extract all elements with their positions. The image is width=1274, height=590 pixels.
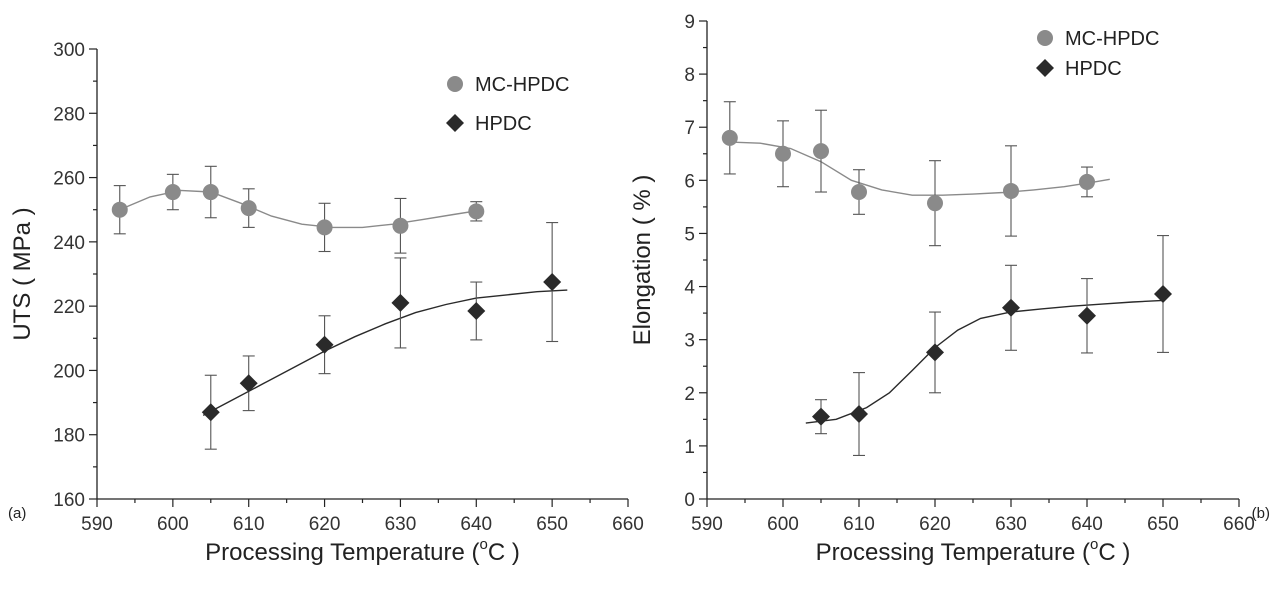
mc-hpdc-point bbox=[316, 219, 333, 236]
mc-hpdc-point bbox=[775, 145, 791, 162]
y-tick-label: 240 bbox=[53, 233, 85, 254]
x-tick-label: 640 bbox=[1071, 514, 1103, 535]
y-tick-label: 2 bbox=[684, 384, 695, 405]
x-tick-label: 630 bbox=[995, 514, 1027, 535]
x-tick-label: 620 bbox=[309, 514, 341, 535]
hpdc-point bbox=[850, 405, 868, 424]
mc-hpdc-point bbox=[927, 195, 943, 212]
legend-mc-hpdc-marker bbox=[447, 76, 463, 92]
legend-hpdc-label: HPDC bbox=[475, 113, 532, 135]
legend-hpdc-label: HPDC bbox=[1065, 58, 1122, 80]
x-tick-label: 590 bbox=[81, 514, 113, 535]
x-tick-label: 600 bbox=[767, 514, 799, 535]
y-tick-label: 5 bbox=[684, 224, 695, 245]
y-tick-label: 220 bbox=[53, 297, 85, 318]
x-tick-label: 590 bbox=[691, 514, 723, 535]
x-axis-title: Processing Temperature (oC ) bbox=[205, 536, 520, 566]
mc-hpdc-point bbox=[1003, 182, 1019, 199]
legend-mc-hpdc-marker bbox=[1037, 30, 1053, 46]
x-axis-title-part: Processing Temperature ( bbox=[816, 539, 1090, 566]
hpdc-point bbox=[543, 273, 562, 292]
mc-hpdc-point bbox=[468, 203, 485, 220]
hpdc-point bbox=[315, 335, 334, 354]
y-tick-label: 280 bbox=[53, 104, 85, 125]
mc-hpdc-point bbox=[721, 129, 738, 146]
uts-chart-panel: 160 180 200 220 240 260 280 300 590 600 610 620 630 6… bbox=[8, 40, 644, 566]
y-tick-label: 180 bbox=[53, 426, 85, 447]
mc-hpdc-point bbox=[240, 200, 257, 217]
panel-label: (b) bbox=[1252, 505, 1270, 522]
hpdc-point bbox=[201, 403, 220, 422]
x-axis-title-part: C ) bbox=[1098, 539, 1130, 566]
x-tick-label: 620 bbox=[919, 514, 951, 535]
y-tick-label: 4 bbox=[684, 278, 695, 299]
elongation-chart-panel: 0 1 2 3 4 5 6 7 8 9 590 600 610 620 630 640 650 660 Proces… bbox=[629, 12, 1270, 566]
x-tick-label: 650 bbox=[1147, 514, 1179, 535]
x-axis-title-superscript: o bbox=[480, 536, 488, 553]
legend-hpdc-marker bbox=[446, 114, 464, 132]
x-tick-label: 610 bbox=[233, 514, 265, 535]
mc-hpdc-point bbox=[851, 184, 867, 201]
y-tick-label: 9 bbox=[684, 12, 695, 33]
y-tick-label: 7 bbox=[684, 118, 695, 139]
x-axis-title-superscript: o bbox=[1090, 536, 1098, 553]
mc-hpdc-point bbox=[813, 143, 829, 160]
y-tick-label: 300 bbox=[53, 40, 85, 61]
hpdc-fit-curve bbox=[805, 299, 1164, 424]
x-axis-title-part: Processing Temperature ( bbox=[205, 539, 479, 566]
mc-hpdc-point bbox=[111, 201, 128, 218]
hpdc-point bbox=[391, 293, 410, 312]
x-tick-label: 600 bbox=[157, 514, 189, 535]
y-tick-label: 160 bbox=[53, 490, 85, 511]
y-tick-label: 3 bbox=[684, 331, 695, 352]
y-axis-title: UTS ( MPa ) bbox=[9, 207, 36, 340]
y-axis-title: Elongation ( % ) bbox=[629, 175, 656, 346]
hpdc-point bbox=[1078, 306, 1096, 325]
hpdc-point bbox=[926, 343, 944, 362]
x-axis-title: Processing Temperature (oC ) bbox=[816, 536, 1131, 566]
legend-mc-hpdc-label: MC-HPDC bbox=[1065, 28, 1159, 50]
hpdc-point bbox=[1002, 298, 1020, 317]
x-tick-label: 660 bbox=[1223, 514, 1255, 535]
x-tick-label: 660 bbox=[612, 514, 644, 535]
mc-hpdc-point bbox=[164, 184, 181, 201]
y-tick-label: 260 bbox=[53, 169, 85, 190]
y-tick-label: 8 bbox=[684, 65, 695, 86]
hpdc-fit-curve bbox=[202, 289, 568, 417]
hpdc-point bbox=[1154, 284, 1172, 303]
mc-hpdc-fit-curve bbox=[729, 141, 1110, 196]
x-tick-label: 630 bbox=[385, 514, 417, 535]
panel-label: (a) bbox=[8, 505, 26, 522]
mc-hpdc-point bbox=[1079, 173, 1095, 190]
legend-mc-hpdc-label: MC-HPDC bbox=[475, 74, 569, 96]
y-tick-label: 0 bbox=[684, 490, 695, 511]
mc-hpdc-point bbox=[202, 184, 219, 201]
hpdc-point bbox=[812, 407, 830, 426]
mc-hpdc-point bbox=[392, 217, 409, 234]
legend-hpdc-marker bbox=[1036, 59, 1054, 77]
x-axis-title-part: C ) bbox=[488, 539, 520, 566]
x-tick-label: 610 bbox=[843, 514, 875, 535]
x-tick-label: 640 bbox=[460, 514, 492, 535]
x-tick-label: 650 bbox=[536, 514, 568, 535]
hpdc-point bbox=[239, 374, 258, 393]
y-tick-label: 6 bbox=[684, 171, 695, 192]
y-tick-label: 1 bbox=[684, 437, 695, 458]
y-tick-label: 200 bbox=[53, 361, 85, 382]
hpdc-point bbox=[467, 301, 486, 320]
